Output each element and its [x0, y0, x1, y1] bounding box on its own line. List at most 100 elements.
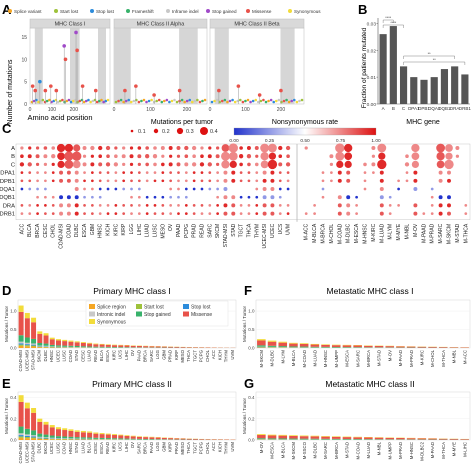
- e-plot-bar-seg: [55, 427, 61, 430]
- c-primary-dot: [122, 187, 126, 191]
- a-xtick-1-1: 100: [146, 107, 155, 113]
- c-primary-dot: [231, 203, 236, 208]
- c-primary-dot: [208, 195, 212, 199]
- b-bar-5: [430, 77, 438, 104]
- e-plot-xtick-31: ACC: [211, 442, 216, 451]
- f-plot-bar-seg: [321, 346, 330, 348]
- a-baseline-dot: [170, 99, 174, 103]
- c-row-label-2: C: [11, 162, 15, 168]
- c-metastatic-col-label-18: M-STAD: [455, 223, 461, 242]
- a-domain-1-1: [179, 28, 198, 104]
- f-plot-bar-seg: [257, 340, 266, 346]
- e-plot-bar-seg: [43, 434, 49, 438]
- e-plot-bar-seg: [49, 437, 55, 439]
- f-plot-xtick-14: M-PRAD: [409, 350, 414, 367]
- d-plot-bar-seg: [18, 345, 24, 348]
- legend-swatch-2: [183, 304, 189, 309]
- g-plot-bar-seg: [299, 435, 309, 437]
- c-metastatic-dot: [355, 195, 358, 199]
- g-plot-xtick-15: M-DLBC2: [419, 441, 424, 460]
- e-plot-bar-seg: [118, 434, 124, 436]
- a-domain-1-0: [114, 28, 131, 104]
- d-plot-bar-seg: [43, 347, 49, 348]
- c-primary-dot: [169, 204, 173, 207]
- g-plot-xtick-3: M-SKCM: [291, 442, 296, 460]
- legend-label-4: Stop gained: [144, 312, 171, 318]
- c-primary-col-label-18: MESO: [160, 224, 166, 239]
- a-lollipop-head-6: [62, 44, 66, 48]
- c-primary-dot: [153, 204, 157, 207]
- c-primary-dot: [28, 179, 32, 183]
- d-plot-xtick-34: UVM: [230, 350, 235, 360]
- g-plot-frame: [255, 391, 471, 441]
- c-primary-dot: [286, 204, 290, 207]
- c-primary-dot: [106, 195, 110, 199]
- g-plot-bar-seg: [289, 435, 298, 439]
- c-primary-dot: [91, 187, 94, 191]
- d-plot-xtick-16: UCS: [118, 350, 123, 359]
- d-plot-xtick-30: CHOL: [205, 349, 210, 362]
- a-baseline-dot: [290, 99, 294, 103]
- a-domain-0-2: [98, 28, 106, 104]
- e-plot-bar-seg: [105, 433, 111, 435]
- d-plot-ytick-2: 1.0: [10, 309, 17, 314]
- c-primary-dot: [114, 146, 118, 150]
- d-plot-xtick-13: BLCA: [99, 350, 104, 361]
- c-metastatic-dot: [447, 195, 451, 200]
- e-plot-bar-seg: [80, 432, 86, 438]
- d-plot-bar-seg: [24, 337, 30, 343]
- c-primary-col-label-28: TGCT: [239, 224, 245, 238]
- g-plot-bar-seg: [289, 435, 298, 436]
- c-primary-dot: [153, 162, 157, 167]
- a-lollipop-head-17: [236, 84, 241, 88]
- panel-g: Metastatic MHC class II Mutations / Tumo…: [242, 379, 471, 461]
- d-plot-bar-seg: [80, 342, 86, 347]
- c-primary-dot: [114, 154, 118, 158]
- e-plot-ytick-1: 0.2: [10, 416, 17, 421]
- d-plot-bar-seg: [87, 346, 93, 348]
- a-strip-label-1: MHC Class II Alpha: [137, 22, 186, 28]
- a-baseline-dot: [98, 99, 101, 103]
- d-plot-xtick-33: THYM: [224, 350, 229, 363]
- a-baseline-dot: [63, 100, 66, 104]
- a-baseline-dot: [82, 100, 86, 104]
- c-primary-dot: [122, 212, 126, 215]
- panel-f: Metastatic MHC class I Mutations / Tumor…: [242, 286, 471, 367]
- e-plot-bar-seg: [49, 435, 55, 438]
- c-metastatic-dot: [371, 146, 376, 150]
- a-baseline-dot: [241, 100, 245, 104]
- c-primary-dot: [278, 204, 282, 207]
- e-plot-bar-seg: [24, 408, 30, 429]
- c-metastatic-dot: [346, 203, 351, 208]
- e-plot-bar-seg: [74, 430, 80, 432]
- c-primary-dot: [255, 154, 259, 158]
- a-baseline-dot: [71, 99, 75, 103]
- c-primary-dot: [83, 187, 86, 191]
- c-primary-dot: [137, 171, 141, 174]
- c-primary-dot: [216, 179, 219, 183]
- e-plot-bar-seg: [37, 421, 43, 434]
- f-plot-bar-seg: [406, 346, 416, 348]
- f-plot-bar-seg: [278, 346, 288, 348]
- a-baseline-dot: [165, 98, 169, 102]
- c-primary-dot: [83, 171, 86, 174]
- legend-swatch-4: [166, 9, 170, 13]
- d-plot-xtick-11: LUAD: [87, 350, 92, 361]
- c-primary-dot: [122, 204, 126, 207]
- a-baseline-dot: [163, 99, 166, 103]
- c-primary-dot: [51, 187, 55, 191]
- c-primary-dot: [184, 195, 188, 199]
- c-primary-dot: [145, 179, 149, 183]
- d-plot-bar-seg: [87, 343, 93, 347]
- e-plot-bar-seg: [18, 436, 24, 438]
- g-plot-xtick-4: M-SSCO: [302, 441, 307, 459]
- c-row-label-0: A: [11, 146, 15, 152]
- e-plot-bar-seg: [68, 439, 74, 440]
- c-primary-dot: [122, 195, 126, 199]
- c-primary-dot: [161, 204, 165, 207]
- e-plot-bar-seg: [43, 424, 49, 435]
- f-plot-xtick-2: M-LYM: [280, 350, 285, 364]
- b-xtick-7: DRA: [450, 106, 460, 111]
- c-primary-dot: [145, 171, 149, 174]
- a-baseline-dot: [295, 100, 299, 104]
